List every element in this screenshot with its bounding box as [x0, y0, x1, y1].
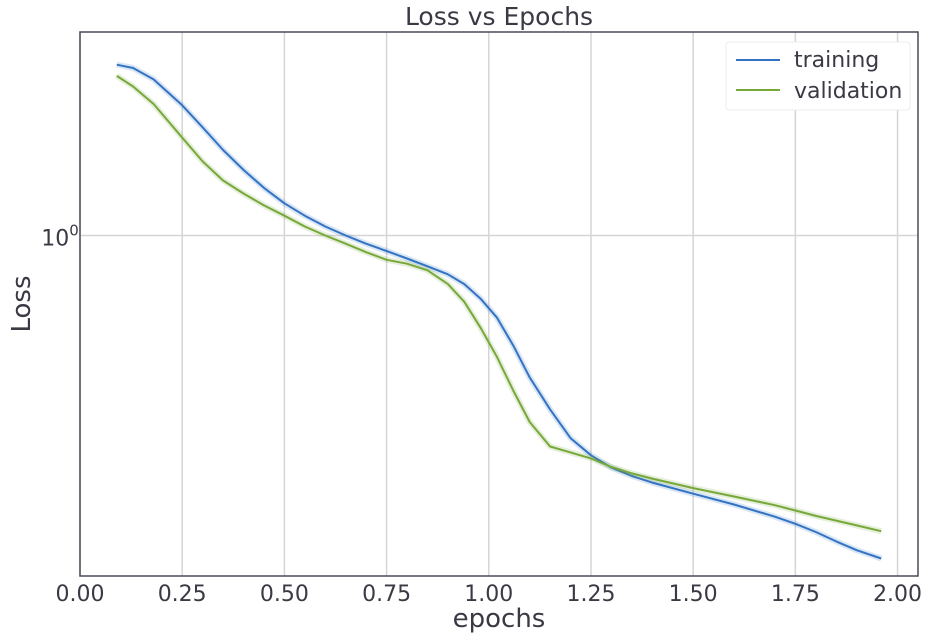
- y-axis-label: Loss: [7, 275, 37, 332]
- grid-layer: [79, 32, 918, 576]
- x-tick-label: 0.50: [260, 582, 309, 607]
- x-tick-label: 1.25: [566, 582, 615, 607]
- y-tick-label: 100: [41, 222, 79, 252]
- x-tick-label: 0.00: [56, 582, 105, 607]
- chart-title: Loss vs Epochs: [405, 2, 593, 31]
- x-tick-label: 1.50: [669, 582, 718, 607]
- x-tick-label: 1.00: [464, 582, 513, 607]
- legend: training validation: [725, 41, 911, 111]
- x-tick-label: 0.25: [158, 582, 207, 607]
- x-tick-label: 1.75: [771, 582, 820, 607]
- series-line-validation: [116, 75, 882, 533]
- legend-label-validation: validation: [794, 79, 902, 104]
- x-tick-label: 2.00: [873, 582, 922, 607]
- x-tick-labels: 0.00 0.25 0.50 0.75 1.00 1.25 1.50 1.75 2.00: [56, 582, 923, 607]
- series-layer: [115, 61, 883, 562]
- legend-label-training: training: [794, 48, 879, 73]
- series-line-training: [116, 63, 882, 560]
- plot-frame: [79, 31, 919, 577]
- x-tick-label: 0.75: [362, 582, 411, 607]
- x-axis-label: epochs: [453, 604, 546, 634]
- y-tick-labels: 100: [41, 222, 79, 252]
